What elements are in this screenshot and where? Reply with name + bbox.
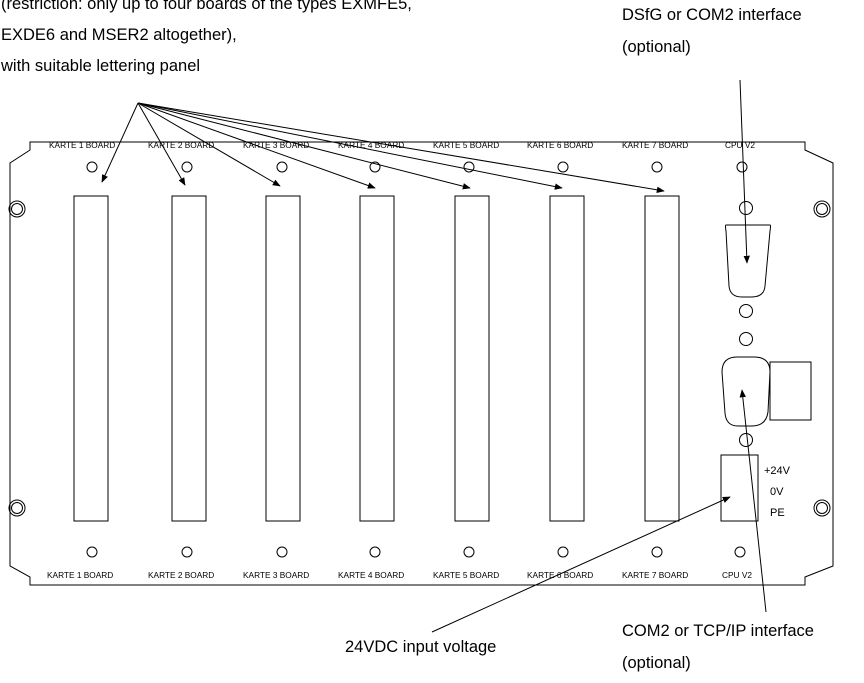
slot-label-bottom-3: KARTE 3 BOARD — [243, 570, 309, 580]
board-slot-5 — [454, 195, 490, 522]
board-slot-2 — [171, 195, 207, 522]
mounting-hole-top-right — [813, 200, 831, 218]
dsfg-annotation-line2: (optional) — [622, 38, 691, 56]
terminal-label-plus24v: +24V — [764, 465, 791, 477]
screw-hole-bottom-2 — [181, 546, 193, 558]
power-annotation: 24VDC input voltage — [345, 638, 497, 656]
mounting-hole-bottom-left — [8, 499, 26, 517]
panel-outline — [9, 141, 834, 586]
power-terminal-block — [720, 454, 759, 522]
arrow-to-com2-connector — [739, 389, 767, 613]
com2-connector-housing — [769, 361, 812, 421]
screw-hole-bottom-5 — [463, 546, 475, 558]
screw-hole-bottom-7 — [651, 546, 663, 558]
mounting-hole-bottom-right — [813, 499, 831, 517]
dsfg-annotation-line1: DSfG or COM2 interface — [622, 6, 802, 24]
board-slot-6 — [549, 195, 585, 522]
screw-hole-bottom-3 — [276, 546, 288, 558]
slot-label-top-4: KARTE 4 BOARD — [338, 140, 404, 150]
slot-label-bottom-cpu: CPU V2 — [722, 570, 752, 580]
board-slot-4 — [359, 195, 395, 522]
arrow-to-slot-2 — [137, 102, 186, 186]
arrow-to-power-terminal — [431, 496, 731, 633]
slot-label-top-5: KARTE 5 BOARD — [433, 140, 499, 150]
arrow-to-slot-5 — [137, 102, 471, 190]
slot-label-top-2: KARTE 2 BOARD — [148, 140, 214, 150]
mounting-hole-top-left — [8, 200, 26, 218]
screw-hole-top-6 — [557, 161, 569, 173]
slot-label-bottom-2: KARTE 2 BOARD — [148, 570, 214, 580]
slot-label-bottom-6: KARTE 6 BOARD — [527, 570, 593, 580]
screw-hole-bottom-6 — [557, 546, 569, 558]
cpu-screw-hole-2 — [739, 304, 753, 318]
slot-label-bottom-7: KARTE 7 BOARD — [622, 570, 688, 580]
dsfg-connector — [725, 224, 771, 298]
arrow-to-slot-1 — [101, 102, 139, 183]
screw-hole-top-cpu — [736, 161, 748, 173]
arrow-to-slot-4 — [137, 102, 376, 189]
boards-annotation-line3: with suitable lettering panel — [1, 57, 201, 75]
arrow-to-dsfg-connector — [739, 79, 750, 264]
slot-label-bottom-4: KARTE 4 BOARD — [338, 570, 404, 580]
terminal-label-0v: 0V — [770, 486, 784, 498]
slot-label-bottom-1: KARTE 1 BOARD — [47, 570, 113, 580]
slot-label-top-6: KARTE 6 BOARD — [527, 140, 593, 150]
com2-annotation-line2: (optional) — [622, 654, 691, 672]
cpu-screw-hole-1 — [739, 201, 753, 215]
boards-annotation-line1: (restriction: only up to four boards of … — [1, 0, 412, 13]
arrow-to-slot-7 — [137, 102, 665, 193]
screw-hole-top-5 — [463, 161, 475, 173]
board-slot-1 — [73, 195, 109, 522]
screw-hole-top-2 — [181, 161, 193, 173]
com2-annotation-line1: COM2 or TCP/IP interface — [622, 622, 814, 640]
screw-hole-top-4 — [369, 161, 381, 173]
board-slot-3 — [265, 195, 301, 522]
cpu-screw-hole-4 — [739, 433, 753, 447]
screw-hole-top-7 — [651, 161, 663, 173]
screw-hole-bottom-cpu — [734, 546, 746, 558]
screw-hole-bottom-4 — [369, 546, 381, 558]
arrow-to-slot-6 — [137, 102, 563, 190]
com2-connector — [721, 356, 771, 427]
arrow-to-slot-3 — [137, 102, 281, 187]
cpu-screw-hole-3 — [739, 332, 753, 346]
screw-hole-top-3 — [276, 161, 288, 173]
slot-label-bottom-5: KARTE 5 BOARD — [433, 570, 499, 580]
slot-label-top-3: KARTE 3 BOARD — [243, 140, 309, 150]
boards-annotation-line2: EXDE6 and MSER2 altogether), — [1, 26, 237, 44]
screw-hole-top-1 — [86, 161, 98, 173]
slot-label-top-7: KARTE 7 BOARD — [622, 140, 688, 150]
slot-label-top-1: KARTE 1 BOARD — [49, 140, 115, 150]
terminal-label-pe: PE — [770, 507, 785, 519]
board-slot-7 — [644, 195, 680, 522]
slot-label-top-cpu: CPU V2 — [725, 140, 755, 150]
screw-hole-bottom-1 — [86, 546, 98, 558]
